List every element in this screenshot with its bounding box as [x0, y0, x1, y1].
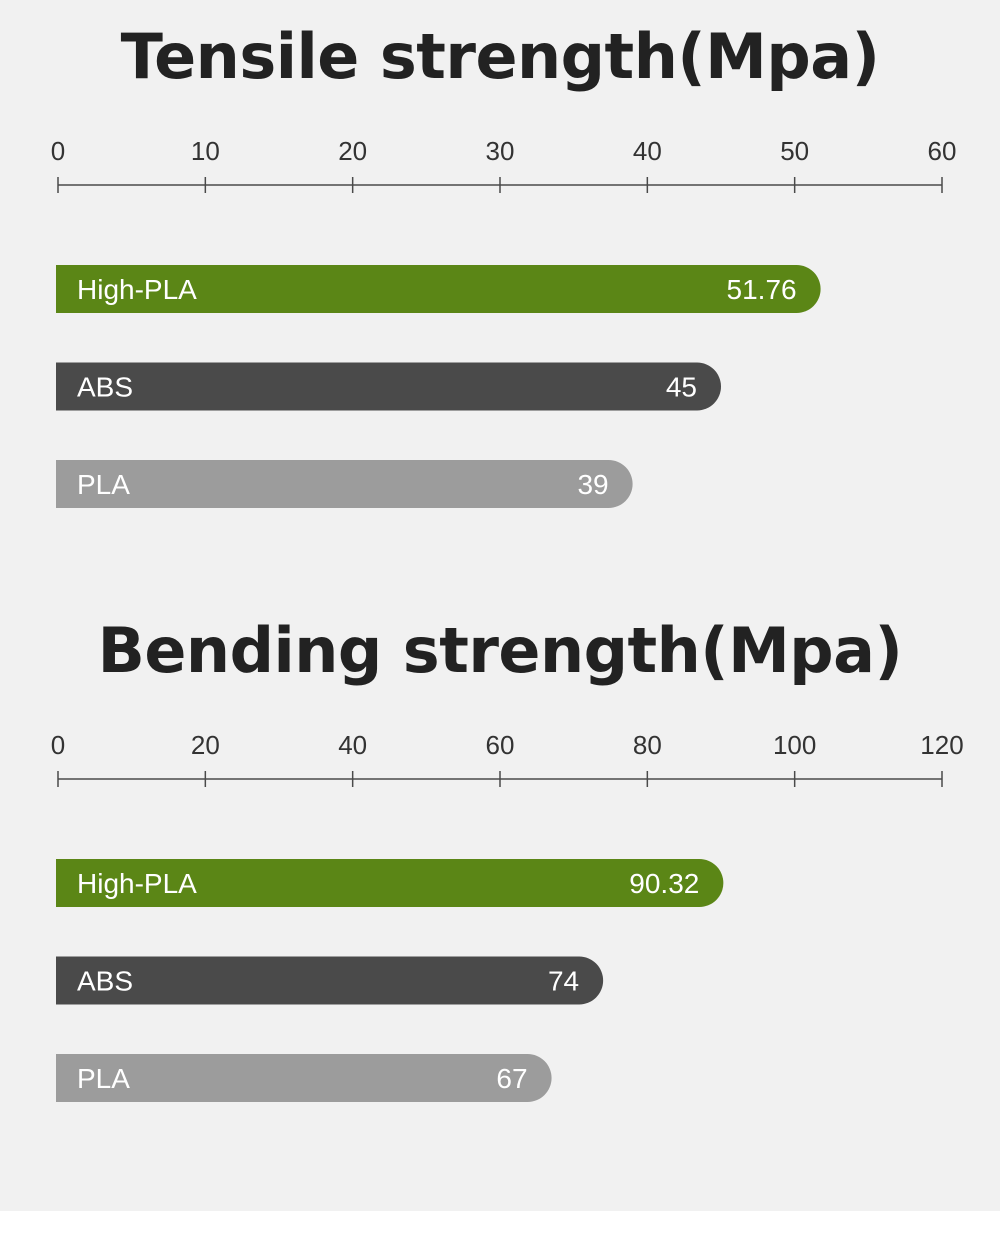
bar-value-pla: 67: [496, 1063, 527, 1094]
bar-abs: [56, 362, 721, 411]
bar-value-high-pla: 51.76: [727, 274, 797, 305]
bar-high-pla: [56, 859, 724, 907]
bar-value-pla: 39: [577, 469, 608, 500]
x-tick-label: 0: [51, 136, 65, 166]
x-tick-label: 40: [338, 730, 367, 760]
bar-value-abs: 45: [666, 372, 697, 403]
bar-label-high-pla: High-PLA: [77, 868, 197, 899]
bar-value-high-pla: 90.32: [629, 868, 699, 899]
x-tick-label: 0: [51, 730, 65, 760]
tensile-strength-chart: 0 10 20 30 40 50 60 High-PLA 51.76 ABS 45 PLA 39: [51, 136, 957, 508]
x-tick-label: 10: [191, 136, 220, 166]
x-tick-label: 60: [928, 136, 957, 166]
bar-label-abs: ABS: [77, 372, 133, 403]
bar-label-pla: PLA: [77, 1063, 130, 1094]
chart-title-bending: Bending strength(Mpa): [97, 614, 903, 687]
bar-label-abs: ABS: [77, 966, 133, 997]
x-tick-label: 60: [486, 730, 515, 760]
chart-panel: Tensile strength(Mpa) 0 10 20 30 40 50 60 High-…: [0, 0, 1000, 1211]
chart-title-tensile: Tensile strength(Mpa): [120, 20, 880, 93]
bar-pla: [56, 1054, 552, 1102]
bending-strength-chart: 0 20 40 60 80 100 120 High-PLA 90.32 ABS 74 PLA 67: [51, 730, 964, 1102]
x-tick-label: 20: [191, 730, 220, 760]
bar-label-high-pla: High-PLA: [77, 274, 197, 305]
x-tick-label: 20: [338, 136, 367, 166]
x-tick-label: 80: [633, 730, 662, 760]
bar-value-abs: 74: [548, 966, 579, 997]
x-tick-label: 40: [633, 136, 662, 166]
x-tick-label: 100: [773, 730, 816, 760]
x-tick-label: 30: [486, 136, 515, 166]
x-tick-label: 120: [920, 730, 963, 760]
bar-abs: [56, 956, 604, 1005]
x-tick-label: 50: [780, 136, 809, 166]
bar-high-pla: [56, 265, 821, 313]
bar-pla: [56, 460, 633, 508]
bar-label-pla: PLA: [77, 469, 130, 500]
